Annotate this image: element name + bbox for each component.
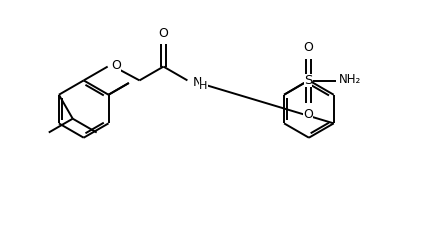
Text: S: S [304, 74, 312, 87]
Text: O: O [111, 59, 122, 72]
Text: H: H [199, 81, 208, 91]
Text: O: O [303, 41, 313, 54]
Text: N: N [192, 76, 202, 89]
Text: O: O [159, 27, 168, 39]
Text: O: O [303, 108, 313, 121]
Text: NH₂: NH₂ [339, 73, 361, 86]
